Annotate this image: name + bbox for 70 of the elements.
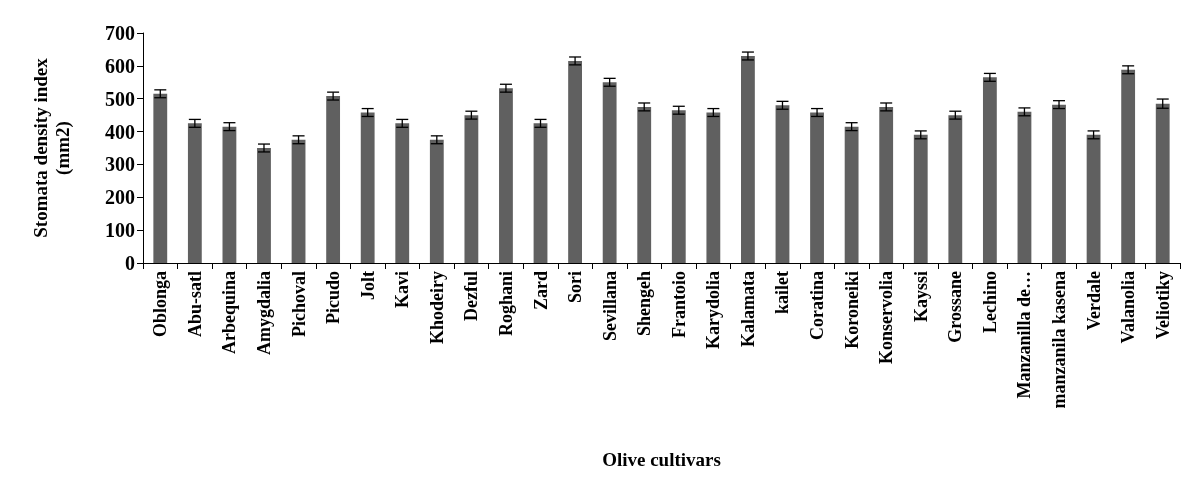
x-tick-label: Sori <box>565 271 586 304</box>
y-tick-label: 300 <box>105 153 135 176</box>
bar <box>775 105 790 263</box>
y-tick-label: 700 <box>105 22 135 44</box>
x-tick-label: Koroneiki <box>841 271 862 349</box>
bar <box>948 115 963 263</box>
x-tick-label: Dezful <box>461 271 482 321</box>
bar <box>671 110 686 263</box>
bar <box>257 148 271 263</box>
x-tick-label: Manzanilla de… <box>1014 271 1035 399</box>
x-tick-label: Kalamata <box>737 271 758 347</box>
x-tick-label: Oblonga <box>150 271 171 338</box>
x-tick-label: kailet <box>772 271 793 314</box>
bar <box>1121 69 1136 263</box>
x-tick-label: Verdale <box>1083 270 1104 331</box>
bar <box>187 123 202 263</box>
bar <box>568 60 582 263</box>
x-tick-label: Frantoio <box>668 271 689 338</box>
x-tick-label: Coratina <box>807 271 828 340</box>
y-tick-label: 600 <box>105 54 135 77</box>
bar <box>533 123 548 263</box>
x-tick-label: Zard <box>530 271 551 311</box>
bar <box>706 112 721 263</box>
bar <box>1155 103 1170 263</box>
bar <box>1086 134 1101 263</box>
x-tick-label: Konservolia <box>876 271 897 364</box>
x-tick-label: Abu-satl <box>184 271 205 338</box>
y-tick-label: 100 <box>105 219 135 242</box>
x-tick-label: Roghani <box>495 271 516 337</box>
x-tick-label: Shengeh <box>634 271 655 337</box>
bar <box>913 134 928 263</box>
bar <box>982 77 997 263</box>
bar <box>879 106 894 263</box>
bar <box>464 115 479 263</box>
bar <box>1052 104 1066 263</box>
x-tick-label: Grossane <box>945 271 966 343</box>
x-tick-label: Sevillana <box>599 271 620 342</box>
x-tick-label: Amygdalia <box>253 271 274 356</box>
bar <box>810 112 824 263</box>
bar <box>637 106 652 263</box>
x-tick-label: Arbequina <box>219 271 240 355</box>
x-tick-label: Jolt <box>357 271 378 300</box>
bar <box>395 123 410 263</box>
y-tick-label: 500 <box>105 87 135 110</box>
x-axis-title: Olive cultivars <box>602 449 721 470</box>
y-tick-label: 400 <box>105 120 135 143</box>
bar <box>360 112 375 263</box>
bar <box>1017 111 1032 263</box>
x-tick-label: Kayssi <box>910 271 931 323</box>
x-tick-label: Lechino <box>979 271 1000 334</box>
bar <box>844 126 859 263</box>
x-tick-label: Pichoval <box>288 271 309 337</box>
bar <box>326 96 341 263</box>
x-tick-label: Kavi <box>392 271 413 309</box>
bar <box>429 139 444 263</box>
x-tick-label: Picudo <box>323 271 344 325</box>
x-tick-label: Valanolia <box>1118 271 1139 344</box>
x-tick-label: Khodeiry <box>426 271 447 345</box>
y-tick-label: 0 <box>125 252 135 274</box>
y-tick-label: 200 <box>105 186 135 209</box>
bar <box>153 93 168 263</box>
bar <box>291 139 306 263</box>
y-axis-title: Stomata density index (mm2) <box>29 57 74 238</box>
bar <box>499 88 513 263</box>
bar <box>602 82 617 263</box>
x-tick-label: manzanila kasena <box>1049 271 1070 409</box>
x-tick-label: Karydolia <box>703 271 724 350</box>
x-tick-label: Veliotiky <box>1152 271 1173 340</box>
bar <box>222 126 237 263</box>
bar <box>741 56 755 263</box>
